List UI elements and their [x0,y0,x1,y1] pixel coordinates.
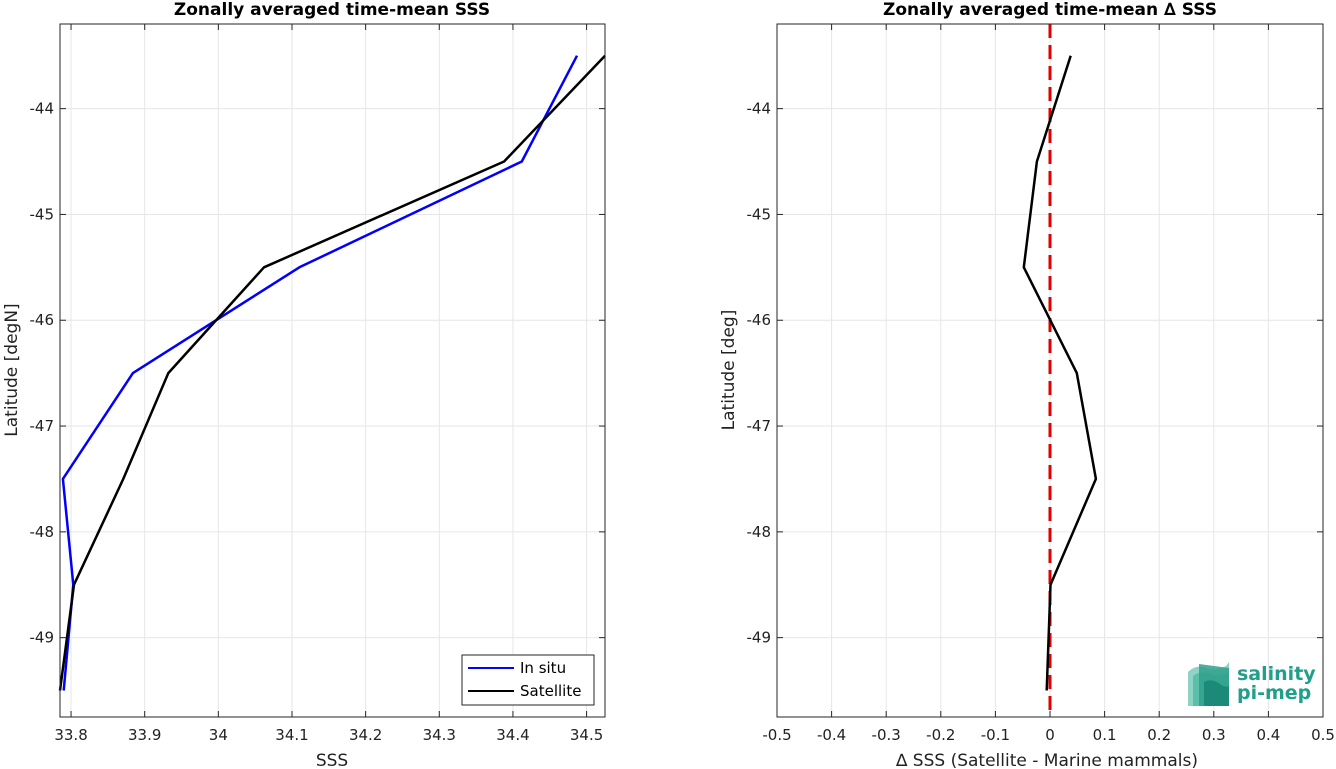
legend-box [461,654,595,706]
sss-grid [60,24,605,717]
salinity-pi-mep-logo: salinity pi-mep [1188,662,1316,706]
sss-axes-box [59,23,606,718]
sss-tick-label-y: -46 [30,311,55,329]
delta-sss-tick-label-x: 0.4 [1256,726,1280,744]
sss-tick-label-y: -45 [30,205,55,223]
sss-tick-label-y: -48 [30,523,55,541]
delta-sss-tick-label-x: 0 [1045,726,1055,744]
series-line-satellite [58,54,606,691]
delta-sss-tick-label-y: -45 [747,205,772,223]
delta-sss-tick-label-x: -0.3 [872,726,901,744]
sss-tick-label-x: 33.8 [54,726,87,744]
delta-sss-chart-title: Zonally averaged time-mean ∆ SSS [883,0,1217,20]
sss-tick-label-x: 34.1 [275,726,308,744]
logo-wave-icon [1188,662,1229,706]
delta-sss-tick-label-x: -0.5 [762,726,791,744]
sss-tick-label-x: 33.9 [128,726,161,744]
delta-sss-tick-label-y: -46 [747,311,772,329]
sss-tick-label-x: 34.5 [570,726,603,744]
delta-sss-tick-label-y: -49 [747,629,772,647]
sss-chart-title: Zonally averaged time-mean SSS [174,0,490,20]
sss-tick-label-x: 34.3 [423,726,456,744]
delta-sss-y-axis-label: Latitude [deg] [719,310,739,431]
delta-sss-tick-label-x: -0.2 [926,726,955,744]
sss-x-axis-label: SSS [316,751,348,769]
delta-sss-tick-label-y: -44 [747,100,772,118]
sss-tick-label-x: 34.4 [496,726,529,744]
delta-sss-tick-label-y: -47 [747,417,772,435]
delta-sss-x-axis-label: ∆ SSS (Satellite - Marine mammals) [895,751,1198,769]
sss-legend: In situ Satellite [461,654,595,706]
legend-label-satellite: Satellite [520,682,581,700]
delta-sss-series [1022,55,1098,691]
legend-label-in-situ: In situ [520,659,566,677]
delta-sss-tick-label-y: -48 [747,523,772,541]
sss-tick-label-y: -44 [30,100,55,118]
delta-sss-tick-label-x: 0.1 [1093,726,1117,744]
sss-tick-label-y: -47 [30,417,55,435]
logo-text-salinity: salinity [1237,663,1316,685]
delta-sss-tick-label-x: -0.1 [981,726,1010,744]
delta-sss-tick-label-x: 0.3 [1202,726,1226,744]
delta-sss-axes-box [776,23,1324,718]
delta-sss-tick-label-x: 0.5 [1311,726,1335,744]
sss-series [58,54,606,691]
delta-sss-tick-label-x: -0.4 [817,726,846,744]
delta-sss-panel: Zonally averaged time-mean ∆ SSS -0.5 -0.… [719,0,1335,769]
sss-ticks: 33.8 33.9 34 34.1 34.2 34.3 34.4 34.5 -49 -48 -47 -… [30,24,605,744]
delta-sss-series-line [1022,55,1098,691]
sss-tick-label-y: -49 [30,629,55,647]
sss-panel: Zonally averaged time-mean SSS 33.8 33.9 3… [2,0,606,769]
sss-tick-label-x: 34.2 [349,726,382,744]
sss-y-axis-label: Latitude [degN] [2,303,22,436]
sss-tick-label-x: 34 [209,726,228,744]
logo-text-pi-mep: pi-mep [1237,682,1311,704]
delta-sss-tick-label-x: 0.2 [1147,726,1171,744]
